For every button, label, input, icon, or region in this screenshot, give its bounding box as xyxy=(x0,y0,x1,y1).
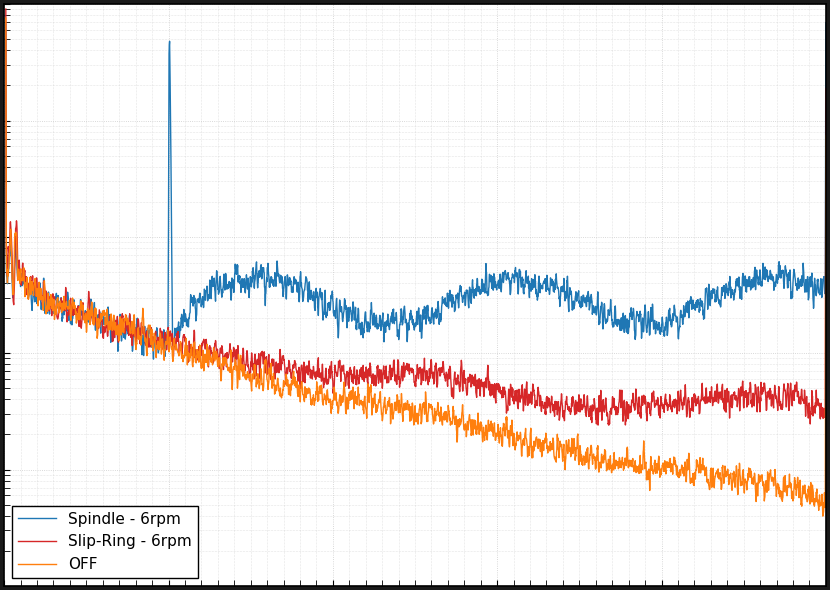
Spindle - 6rpm xyxy=(1,21,11,28)
Slip-Ring - 6rpm xyxy=(716,394,726,401)
Line: Spindle - 6rpm: Spindle - 6rpm xyxy=(6,22,826,359)
Slip-Ring - 6rpm xyxy=(351,381,361,388)
Spindle - 6rpm xyxy=(351,326,361,333)
Spindle - 6rpm xyxy=(95,322,105,329)
Line: OFF: OFF xyxy=(6,18,826,516)
Spindle - 6rpm xyxy=(149,356,159,363)
Slip-Ring - 6rpm xyxy=(603,422,613,429)
Spindle - 6rpm xyxy=(821,19,830,26)
Spindle - 6rpm xyxy=(805,275,815,282)
OFF xyxy=(143,325,153,332)
Spindle - 6rpm xyxy=(143,331,153,338)
Legend: Spindle - 6rpm, Slip-Ring - 6rpm, OFF: Spindle - 6rpm, Slip-Ring - 6rpm, OFF xyxy=(12,506,198,578)
Spindle - 6rpm xyxy=(716,284,726,291)
Spindle - 6rpm xyxy=(315,288,325,295)
OFF xyxy=(1,15,11,22)
Slip-Ring - 6rpm xyxy=(143,334,153,341)
OFF xyxy=(716,486,726,493)
OFF xyxy=(95,321,105,328)
OFF xyxy=(821,132,830,139)
Slip-Ring - 6rpm xyxy=(315,374,325,381)
OFF xyxy=(315,389,325,396)
OFF xyxy=(351,400,361,407)
Slip-Ring - 6rpm xyxy=(1,5,11,12)
OFF xyxy=(805,500,815,507)
Slip-Ring - 6rpm xyxy=(95,306,105,313)
Slip-Ring - 6rpm xyxy=(805,408,815,415)
Slip-Ring - 6rpm xyxy=(821,85,830,92)
Line: Slip-Ring - 6rpm: Slip-Ring - 6rpm xyxy=(6,9,826,425)
OFF xyxy=(818,513,828,520)
